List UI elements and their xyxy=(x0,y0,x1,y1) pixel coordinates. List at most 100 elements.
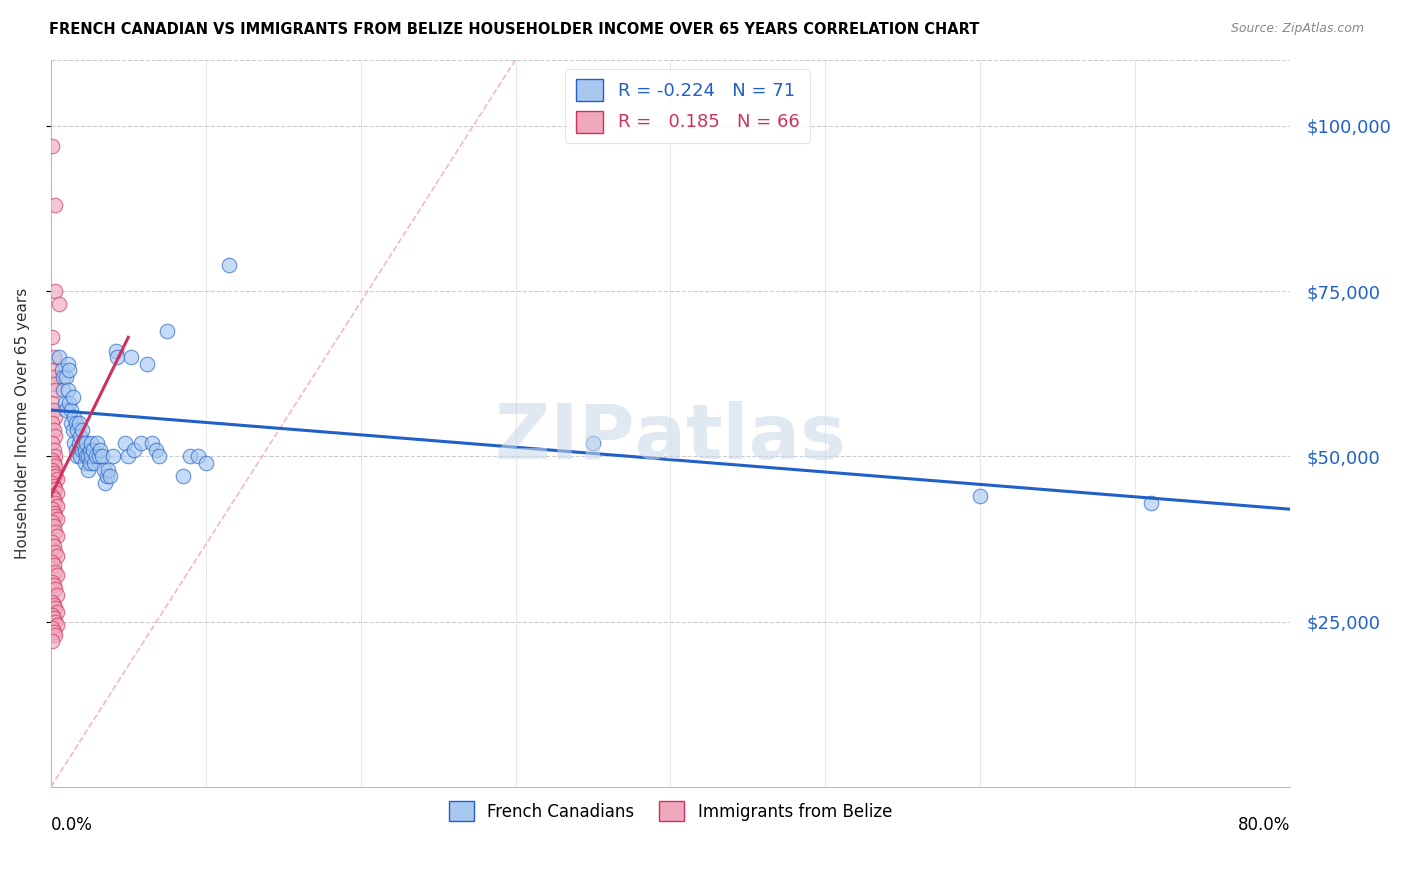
Text: 0.0%: 0.0% xyxy=(51,816,93,834)
Point xyxy=(41,462,63,476)
Point xyxy=(44,459,66,474)
Point xyxy=(48,297,70,311)
Text: FRENCH CANADIAN VS IMMIGRANTS FROM BELIZE HOUSEHOLDER INCOME OVER 65 YEARS CORRE: FRENCH CANADIAN VS IMMIGRANTS FROM BELIZ… xyxy=(49,22,980,37)
Point xyxy=(145,442,167,457)
Point xyxy=(44,601,66,615)
Point xyxy=(73,456,96,470)
Point xyxy=(42,492,65,507)
Point xyxy=(75,450,97,464)
Point xyxy=(66,423,89,437)
Point xyxy=(44,545,66,559)
Point xyxy=(97,462,120,476)
Point xyxy=(70,423,93,437)
Point xyxy=(58,396,80,410)
Point xyxy=(42,506,65,520)
Point xyxy=(41,417,63,431)
Point xyxy=(129,436,152,450)
Point xyxy=(42,598,65,612)
Point xyxy=(41,475,63,490)
Point xyxy=(79,456,101,470)
Point xyxy=(70,442,93,457)
Point xyxy=(52,383,75,397)
Point xyxy=(179,450,201,464)
Text: 80.0%: 80.0% xyxy=(1237,816,1291,834)
Point xyxy=(44,565,66,579)
Point xyxy=(42,370,65,384)
Point xyxy=(44,628,66,642)
Point xyxy=(62,390,84,404)
Point xyxy=(124,442,146,457)
Point xyxy=(41,621,63,635)
Point xyxy=(582,436,605,450)
Point xyxy=(94,475,117,490)
Point xyxy=(46,512,69,526)
Point xyxy=(42,539,65,553)
Point xyxy=(46,473,69,487)
Point xyxy=(82,442,104,457)
Point xyxy=(44,409,66,424)
Point xyxy=(63,436,86,450)
Point xyxy=(59,417,82,431)
Point xyxy=(44,383,66,397)
Point xyxy=(41,555,63,569)
Text: ZIP​atlas: ZIP​atlas xyxy=(495,401,846,475)
Point xyxy=(67,417,90,431)
Point xyxy=(42,403,65,417)
Point xyxy=(41,489,63,503)
Point xyxy=(172,469,194,483)
Point xyxy=(80,450,103,464)
Point xyxy=(41,502,63,516)
Point xyxy=(135,357,157,371)
Point xyxy=(77,450,100,464)
Point xyxy=(41,138,63,153)
Point xyxy=(41,634,63,648)
Point xyxy=(969,489,991,503)
Point xyxy=(72,436,94,450)
Point xyxy=(194,456,217,470)
Point xyxy=(46,605,69,619)
Point xyxy=(46,499,69,513)
Point xyxy=(41,607,63,622)
Point xyxy=(156,324,179,338)
Point xyxy=(59,403,82,417)
Point xyxy=(44,429,66,443)
Point xyxy=(89,442,111,457)
Point xyxy=(44,495,66,509)
Point xyxy=(55,403,77,417)
Point xyxy=(107,350,129,364)
Point xyxy=(42,376,65,391)
Point xyxy=(41,574,63,589)
Point xyxy=(41,363,63,377)
Point xyxy=(63,409,86,424)
Point xyxy=(42,466,65,480)
Point xyxy=(79,442,101,457)
Point xyxy=(44,615,66,629)
Legend: French Canadians, Immigrants from Belize: French Canadians, Immigrants from Belize xyxy=(440,792,900,830)
Point xyxy=(96,469,118,483)
Point xyxy=(58,363,80,377)
Point xyxy=(1139,495,1161,509)
Point xyxy=(46,588,69,602)
Point xyxy=(42,518,65,533)
Point xyxy=(101,450,124,464)
Point xyxy=(44,483,66,497)
Point xyxy=(65,442,87,457)
Point xyxy=(41,436,63,450)
Point xyxy=(69,450,91,464)
Point xyxy=(87,450,110,464)
Point xyxy=(44,582,66,596)
Point xyxy=(187,450,209,464)
Point xyxy=(52,370,75,384)
Point xyxy=(83,456,105,470)
Y-axis label: Householder Income Over 65 years: Householder Income Over 65 years xyxy=(15,287,30,559)
Point xyxy=(44,450,66,464)
Point xyxy=(48,350,70,364)
Point xyxy=(46,485,69,500)
Point xyxy=(41,396,63,410)
Point xyxy=(44,198,66,212)
Point xyxy=(75,436,97,450)
Point xyxy=(42,611,65,625)
Point xyxy=(148,450,170,464)
Point xyxy=(42,442,65,457)
Point xyxy=(51,363,73,377)
